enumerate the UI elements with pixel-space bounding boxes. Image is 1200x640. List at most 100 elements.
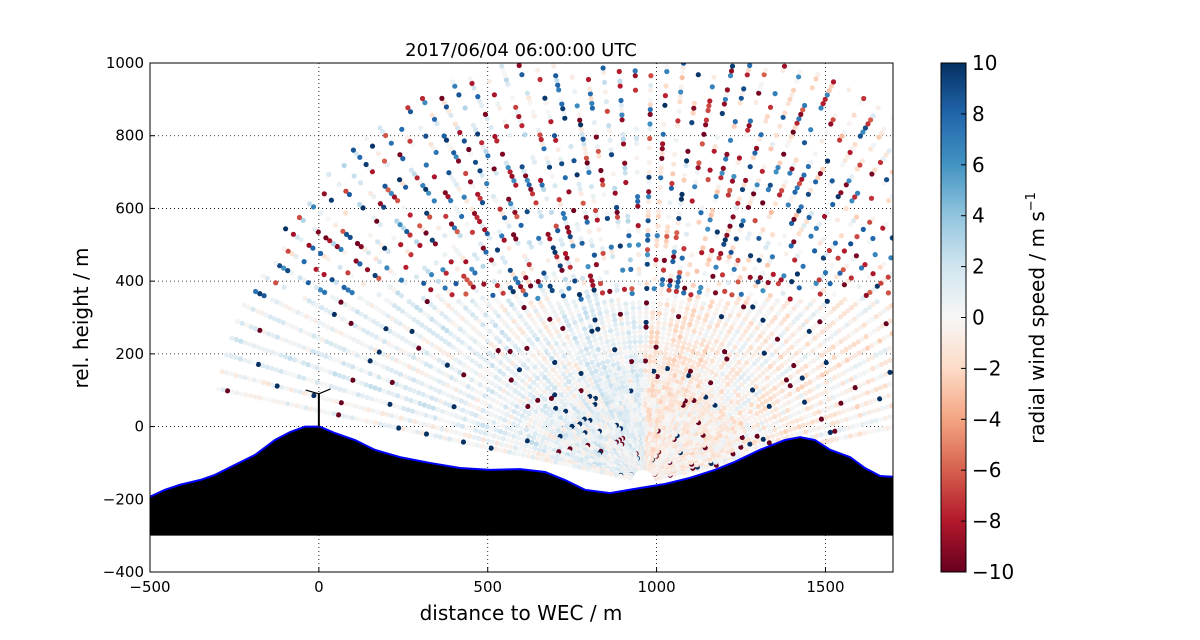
data-point (859, 421, 866, 427)
data-point (699, 305, 705, 311)
data-point (574, 257, 580, 263)
data-point (535, 324, 541, 330)
data-point (882, 347, 888, 354)
data-point (813, 225, 820, 231)
data-point (337, 386, 343, 392)
data-point (397, 321, 403, 327)
data-point (649, 329, 655, 335)
data-point (499, 210, 505, 216)
data-point (485, 360, 492, 366)
data-point (357, 295, 363, 301)
data-point (531, 372, 537, 378)
data-point (251, 343, 257, 349)
data-point (469, 377, 475, 383)
data-point (461, 362, 467, 368)
data-point (663, 83, 669, 89)
data-point (481, 366, 487, 372)
data-point (270, 382, 276, 388)
data-point (585, 350, 591, 356)
data-point (656, 208, 662, 215)
data-point (844, 322, 850, 328)
data-point (296, 374, 302, 380)
data-point (318, 250, 324, 257)
data-point (411, 354, 417, 360)
data-point (446, 402, 453, 408)
data-point (432, 355, 438, 361)
data-point (659, 155, 665, 161)
data-point (733, 205, 739, 211)
data-point (373, 305, 379, 311)
data-point (332, 357, 338, 363)
data-point (499, 441, 505, 447)
data-point (378, 242, 384, 248)
data-point (565, 392, 571, 398)
data-point (400, 225, 406, 231)
data-point (480, 437, 486, 443)
data-point (380, 351, 387, 357)
data-point (769, 306, 775, 312)
data-point (487, 350, 493, 356)
data-point (660, 267, 667, 273)
data-point (663, 311, 669, 317)
data-point (544, 196, 550, 202)
data-point (524, 396, 530, 402)
data-point (539, 371, 545, 377)
data-point (736, 196, 742, 202)
data-point (844, 153, 851, 160)
data-point (730, 367, 736, 373)
data-point (844, 368, 851, 374)
data-point (747, 164, 753, 170)
data-point (848, 376, 855, 382)
data-point (590, 193, 596, 199)
data-point (506, 223, 512, 229)
data-point (630, 305, 636, 311)
data-point (420, 295, 427, 301)
data-point (764, 375, 770, 381)
data-point (825, 405, 831, 411)
data-point (690, 348, 696, 354)
data-point (454, 247, 460, 254)
data-point (654, 242, 660, 248)
data-point (261, 396, 268, 402)
data-point (741, 266, 747, 272)
data-point (560, 371, 566, 377)
data-point (694, 366, 700, 372)
data-point (807, 388, 813, 394)
data-point (410, 366, 416, 372)
data-point (626, 242, 633, 248)
data-point (514, 440, 520, 446)
data-point (612, 185, 618, 191)
data-point (607, 137, 613, 143)
data-point (724, 333, 730, 339)
data-point (766, 309, 772, 315)
data-point (514, 322, 520, 328)
data-point (858, 265, 865, 271)
data-point (680, 345, 686, 351)
data-point (546, 352, 552, 358)
data-point (615, 336, 621, 342)
data-point (653, 349, 659, 355)
data-point (580, 321, 586, 327)
data-point (789, 166, 795, 172)
data-point (635, 198, 641, 204)
data-point (549, 320, 555, 326)
data-point (853, 374, 859, 380)
data-point (524, 365, 530, 371)
data-point (777, 192, 783, 198)
data-point (836, 427, 843, 433)
data-point (712, 290, 719, 296)
data-point (870, 377, 876, 383)
data-point (548, 395, 555, 401)
data-point (330, 241, 337, 247)
data-point (622, 160, 628, 166)
data-point (703, 122, 709, 128)
data-point (796, 424, 802, 430)
data-point (844, 357, 850, 363)
data-point (882, 277, 888, 283)
data-point (811, 312, 817, 318)
data-point (518, 338, 524, 344)
data-point (591, 364, 597, 370)
data-point (741, 407, 747, 413)
data-point (551, 271, 557, 277)
data-point (257, 291, 263, 297)
